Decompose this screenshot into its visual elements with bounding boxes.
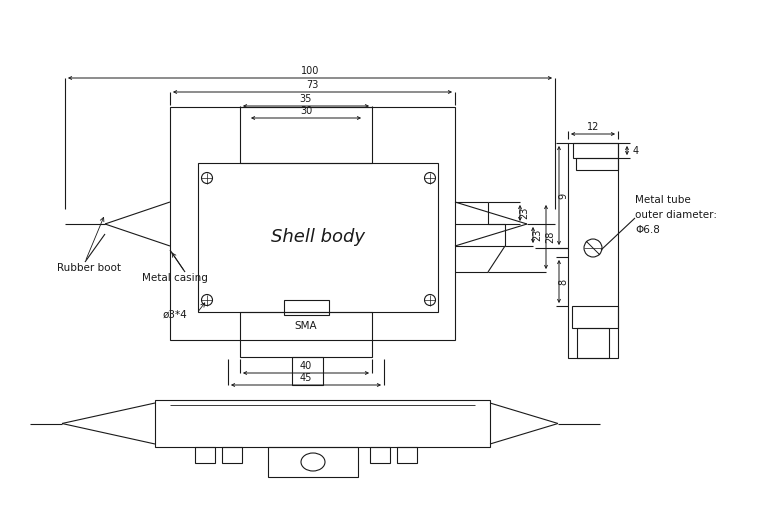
Text: 45: 45 — [299, 373, 312, 383]
Text: ø3*4: ø3*4 — [163, 310, 187, 320]
Bar — [240, 312, 372, 357]
Bar — [198, 163, 438, 312]
Text: Rubber boot: Rubber boot — [57, 263, 121, 273]
Bar — [397, 447, 417, 463]
Bar — [240, 107, 372, 163]
Text: 28: 28 — [545, 231, 555, 243]
Text: 100: 100 — [301, 66, 319, 76]
Text: 23: 23 — [532, 229, 542, 241]
Text: SMA: SMA — [295, 321, 318, 331]
Text: 30: 30 — [299, 106, 312, 116]
Bar — [577, 328, 609, 358]
Bar — [576, 158, 618, 170]
Bar — [195, 447, 215, 463]
Bar — [572, 306, 618, 328]
Bar — [573, 143, 618, 158]
Bar — [568, 143, 618, 358]
Text: 8: 8 — [558, 278, 568, 285]
Text: Shell body: Shell body — [271, 228, 365, 247]
Bar — [284, 300, 329, 315]
Text: 73: 73 — [307, 80, 318, 90]
Text: 35: 35 — [299, 94, 312, 104]
Bar — [370, 447, 390, 463]
Bar — [222, 447, 242, 463]
Bar — [292, 357, 323, 385]
Bar — [155, 400, 490, 447]
Bar — [268, 447, 358, 477]
Text: 23: 23 — [519, 207, 529, 219]
Text: 12: 12 — [586, 122, 599, 132]
Text: 9: 9 — [558, 193, 568, 198]
Text: 40: 40 — [299, 361, 312, 371]
Text: Metal tube
outer diameter:
Φ6.8: Metal tube outer diameter: Φ6.8 — [635, 195, 717, 235]
Text: Metal casing: Metal casing — [142, 273, 208, 283]
Bar — [170, 107, 455, 340]
Text: 4: 4 — [633, 146, 639, 156]
